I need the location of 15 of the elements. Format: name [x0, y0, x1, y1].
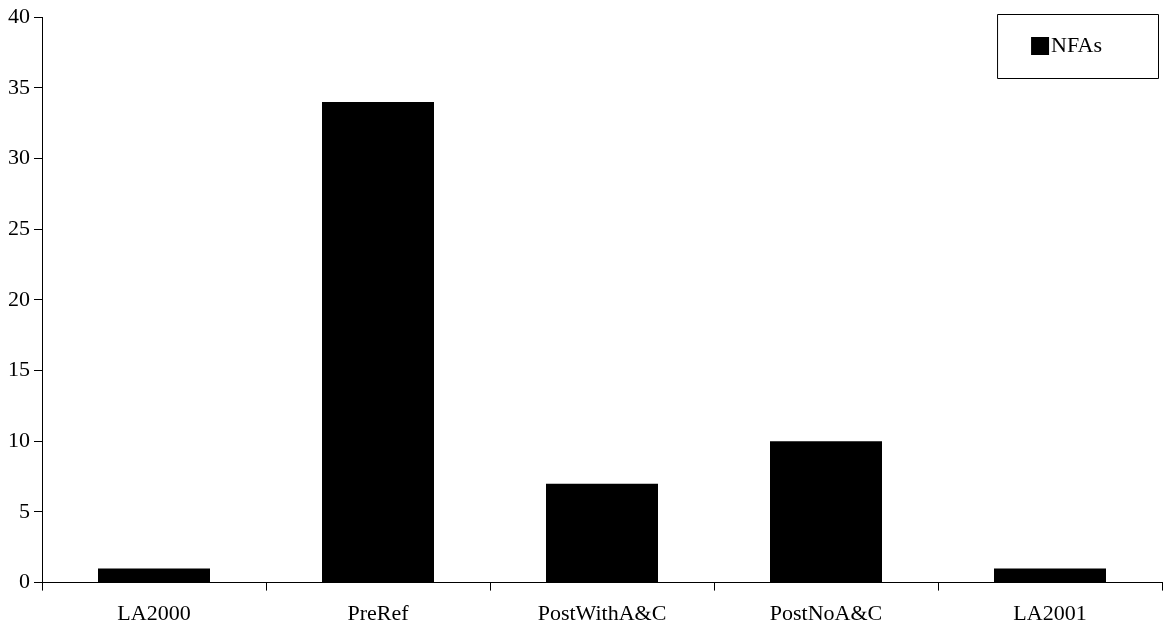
x-tick-label: LA2000	[117, 599, 191, 625]
y-tick-label: 15	[8, 356, 30, 382]
legend-label: NFAs	[1051, 31, 1103, 57]
x-tick-label: PreRef	[347, 599, 410, 625]
y-tick-label: 20	[8, 285, 30, 311]
x-tick-label: PostWithA&C	[537, 599, 667, 625]
y-tick-label: 5	[19, 497, 30, 523]
x-tick-label: PostNoA&C	[769, 599, 883, 625]
y-tick-label: 35	[8, 73, 30, 99]
y-tick-label: 10	[8, 427, 30, 453]
y-tick-label: 25	[8, 215, 30, 241]
y-tick-label: 30	[8, 144, 30, 170]
x-tick-label: LA2001	[1013, 599, 1087, 625]
y-tick-label: 0	[19, 568, 30, 594]
y-tick-label: 40	[8, 2, 30, 28]
